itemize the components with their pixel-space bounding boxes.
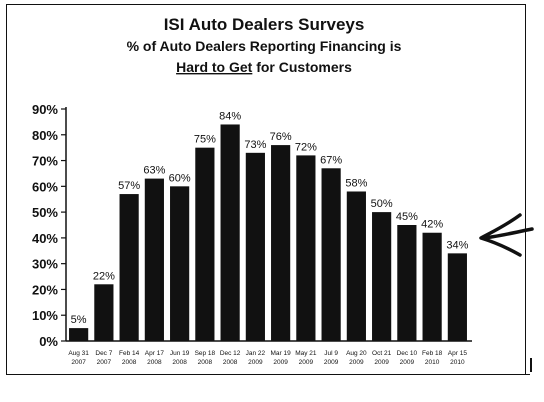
bar [245, 152, 265, 341]
frame-corner-mark [530, 358, 532, 372]
bar [119, 194, 139, 341]
bars [69, 124, 467, 341]
x-tick-label: Jan 22 [246, 350, 266, 357]
x-tick-label-year: 2009 [248, 359, 263, 366]
hand-drawn-arrow [479, 213, 534, 257]
chart-title: ISI Auto Dealers Surveys [164, 15, 365, 34]
x-tick-label-year: 2009 [273, 359, 288, 366]
data-label: 45% [396, 211, 418, 223]
bar [321, 168, 341, 341]
data-label: 76% [270, 131, 292, 143]
x-tick-label-year: 2007 [97, 359, 112, 366]
data-label: 42% [421, 219, 443, 231]
bar [271, 145, 291, 341]
data-labels: 5% 22% 57%63% 60% 75%84% 73% 76%72%67%58% 50%45… [71, 110, 469, 326]
x-tick-label: Aug 31 [68, 350, 89, 357]
chart-subtitle: % of Auto Dealers Reporting Financing is [127, 38, 402, 54]
x-tick-label: Apr 15 [448, 350, 468, 357]
frame-bottom-line [6, 374, 530, 375]
data-label: 72% [295, 141, 317, 153]
data-label: 60% [169, 172, 191, 184]
bar [296, 155, 316, 341]
chart-subtitle-rest: for Customers [252, 59, 352, 75]
x-tick-label-year: 2008 [122, 359, 137, 366]
x-tick-label: Jun 19 [170, 350, 190, 357]
x-tick-label-year: 2009 [349, 359, 364, 366]
x-tick-label-year: 2009 [374, 359, 389, 366]
y-tick-label: 80% [32, 128, 58, 143]
bar [397, 225, 417, 341]
x-tick-label: Dec 12 [220, 350, 241, 357]
x-tick-label: Feb 14 [119, 350, 140, 357]
bar [346, 191, 366, 341]
x-tick-label: Aug 20 [346, 350, 367, 357]
y-tick-label: 60% [32, 179, 58, 194]
bar [170, 186, 190, 341]
data-label: 75% [194, 134, 216, 146]
x-tick-label: Mar 19 [271, 350, 292, 357]
data-label: 22% [93, 270, 115, 282]
bar [94, 284, 114, 341]
x-tick-label: Sep 18 [195, 350, 216, 357]
x-tick-label: Apr 17 [145, 350, 165, 357]
x-tick-labels: Aug 31 2007 Dec 7 2007 Feb 14 2008 Apr 17 2008 J… [68, 350, 467, 366]
bar [195, 147, 215, 341]
chart-subtitle-line3: Hard to Get for Customers [176, 59, 352, 75]
data-label: 50% [371, 198, 393, 210]
data-label: 34% [446, 239, 468, 251]
x-tick-label: Feb 18 [422, 350, 443, 357]
x-tick-label-year: 2010 [450, 359, 465, 366]
x-tick-label: Oct 21 [372, 350, 392, 357]
bar [372, 212, 392, 341]
x-tick-label: Dec 7 [95, 350, 112, 357]
y-tick-label: 40% [32, 231, 58, 246]
y-tick-label: 10% [32, 308, 58, 323]
x-tick-label-year: 2009 [400, 359, 415, 366]
x-tick-label: Jul 9 [324, 350, 338, 357]
bar [144, 178, 164, 341]
x-tick-label-year: 2007 [71, 359, 86, 366]
y-tick-label: 70% [32, 154, 58, 169]
data-label: 73% [244, 139, 266, 151]
bar [220, 124, 240, 341]
x-tick-label-year: 2009 [324, 359, 339, 366]
x-tick-label-year: 2008 [172, 359, 187, 366]
bar [447, 253, 467, 341]
bar [69, 328, 89, 341]
data-label: 84% [219, 110, 241, 122]
x-tick-label: Dec 10 [397, 350, 418, 357]
chart-frame [6, 4, 526, 374]
data-label: 5% [71, 314, 87, 326]
y-tick-label: 30% [32, 257, 58, 272]
data-label: 67% [320, 154, 342, 166]
x-tick-label-year: 2008 [223, 359, 238, 366]
x-tick-label-year: 2008 [147, 359, 162, 366]
x-tick-label-year: 2009 [299, 359, 314, 366]
y-tick-label: 20% [32, 282, 58, 297]
data-label: 63% [143, 165, 165, 177]
chart-subtitle-emphasis: Hard to Get [176, 59, 253, 75]
y-tick-label: 50% [32, 205, 58, 220]
y-tick-label: 0% [39, 334, 58, 349]
x-tick-label-year: 2008 [198, 359, 213, 366]
x-tick-label-year: 2010 [425, 359, 440, 366]
data-label: 58% [345, 177, 367, 189]
y-tick-label: 90% [32, 102, 58, 117]
bar [422, 232, 442, 341]
x-tick-label: May 21 [295, 350, 317, 357]
data-label: 57% [118, 180, 140, 192]
axes: 0% 10% 20% 30% 40% 50% 60% 70% 80% 90% [32, 102, 472, 349]
